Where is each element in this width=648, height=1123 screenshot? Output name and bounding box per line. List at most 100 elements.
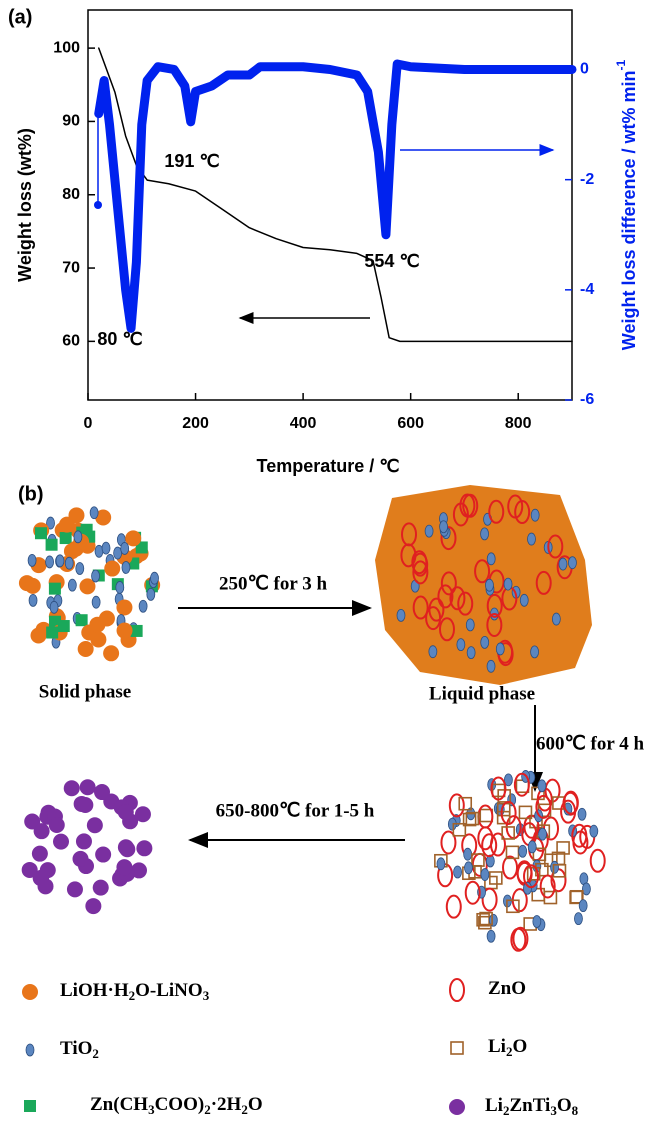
legend-label: Li2O <box>488 1036 527 1059</box>
zno-particle <box>490 776 507 801</box>
legend-sub: 2 <box>241 1102 248 1117</box>
zno-particle <box>457 591 474 616</box>
lioh-particle <box>30 627 47 644</box>
lzt-particle <box>86 817 103 834</box>
legend-label: LiOH·H2O-LiNO3 <box>60 980 210 1003</box>
lzt-particle <box>79 779 96 796</box>
x-tick-label: 0 <box>84 415 93 432</box>
zn-acetate-particle <box>34 527 47 540</box>
lzt-particle <box>31 845 48 862</box>
panel-label: (b) <box>18 483 44 505</box>
y-axis-label: Weight loss (wt%) <box>15 128 35 282</box>
zno-particle <box>452 502 469 527</box>
li2o-particle <box>570 889 584 904</box>
tio2-particle <box>523 881 532 895</box>
legend-text: ZnO <box>488 978 526 999</box>
step-label: 600℃ for 4 h <box>536 733 645 754</box>
y2-tick-label: -2 <box>580 171 594 188</box>
zno-particle <box>539 874 556 899</box>
legend-text: O <box>512 1036 527 1057</box>
li2o-particle <box>452 822 467 837</box>
tio2-particle <box>466 646 476 660</box>
lioh-particle <box>95 509 112 526</box>
y-tick-label: 100 <box>53 39 80 56</box>
li2o-particle <box>471 853 485 867</box>
lioh-particle <box>58 516 75 533</box>
data-line <box>98 47 573 343</box>
tio2-particle <box>480 527 489 541</box>
annotation: 80 ℃ <box>97 329 142 349</box>
tio2-particle <box>150 571 159 585</box>
li2o-particle <box>450 1041 464 1055</box>
zno-particle <box>560 799 577 824</box>
legend-sub: 2 <box>92 1046 99 1061</box>
tio2-particle <box>485 854 495 868</box>
li2o-particle <box>489 871 503 885</box>
legend-text: TiO <box>60 1038 92 1059</box>
tio2-particle <box>530 508 540 522</box>
zno-particle <box>449 978 465 1002</box>
li2o-particle <box>458 796 473 811</box>
lzt-particle <box>66 881 83 898</box>
tio2-particle <box>538 827 547 841</box>
tio2-particle <box>527 532 536 546</box>
li2o-particle <box>496 810 511 825</box>
tio2-particle <box>558 557 568 571</box>
tio2-particle <box>46 516 55 530</box>
tio2-particle <box>120 542 130 555</box>
y2-tick-label: 0 <box>580 61 589 78</box>
tio2-particle <box>439 520 448 534</box>
tio2-particle <box>55 554 65 568</box>
lzt-particle <box>63 780 80 797</box>
legend-text: O <box>248 1094 263 1115</box>
lioh-particle <box>79 578 96 595</box>
tio2-particle <box>568 556 577 570</box>
annotation: 554 ℃ <box>364 251 419 271</box>
li2o-particle <box>543 890 558 905</box>
tio2-particle <box>537 779 547 793</box>
tio2-particle <box>578 899 588 913</box>
legend-sub: 2 <box>506 1044 513 1059</box>
lzt-particle <box>94 784 111 801</box>
tio2-particle <box>456 638 466 652</box>
tio2-particle <box>28 593 38 607</box>
zno-particle <box>502 855 519 880</box>
x-tick-label: 800 <box>505 415 532 432</box>
lzt-particle <box>21 861 38 878</box>
y2-tick-label: -4 <box>580 281 594 298</box>
lzt-particle <box>136 840 153 857</box>
x-tick-label: 400 <box>290 415 317 432</box>
step-label: 250℃ for 3 h <box>219 573 328 594</box>
liquid-blob <box>375 485 592 685</box>
lioh-particle <box>104 560 121 577</box>
zno-particle <box>481 833 498 858</box>
zno-particle <box>489 832 506 857</box>
tio2-particle <box>67 578 77 592</box>
y-tick-label: 90 <box>62 113 80 130</box>
tio2-particle <box>146 587 156 601</box>
li2o-particle <box>532 847 547 862</box>
zn-acetate-particle <box>130 624 143 637</box>
legend-sub: 3 <box>550 1103 557 1118</box>
y-tick-label: 60 <box>62 333 80 350</box>
zno-particle <box>474 559 491 584</box>
zno-particle <box>481 887 498 912</box>
zno-particle <box>440 526 457 551</box>
tio2-particle <box>480 868 490 881</box>
zno-particle <box>589 848 606 873</box>
zno-particle <box>464 880 481 905</box>
lioh-particle <box>125 530 142 547</box>
li2o-particle <box>518 805 533 820</box>
tio2-particle <box>27 553 37 567</box>
zno-particle <box>462 493 479 518</box>
zno-particle <box>412 595 429 620</box>
x-tick-label: 600 <box>397 415 424 432</box>
panel-label: (a) <box>8 6 32 28</box>
legend-text: LiOH·H <box>60 980 129 1001</box>
y2-axis-label: Weight loss difference / wt% min-1 <box>614 59 639 350</box>
lioh-particle <box>22 984 38 1000</box>
legend-text: Li <box>485 1095 503 1116</box>
x-axis-label: Temperature / ℃ <box>257 456 400 476</box>
tio2-particle <box>89 506 99 520</box>
